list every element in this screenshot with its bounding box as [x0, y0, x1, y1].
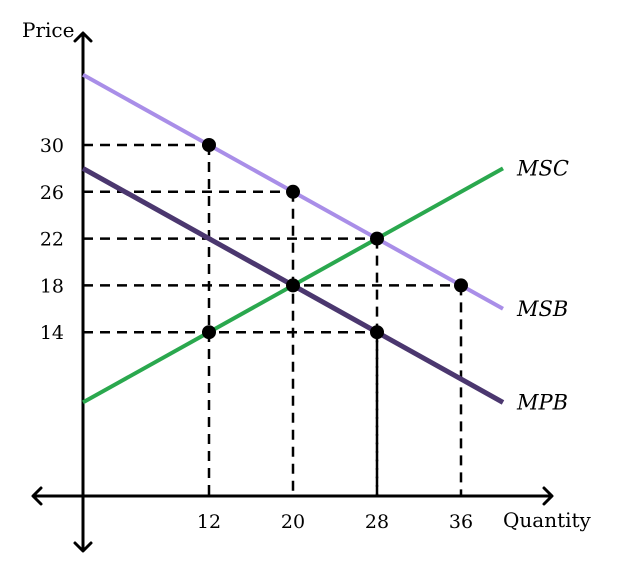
- x-tick-label: 36: [449, 511, 473, 533]
- guide-lines: [83, 143, 463, 496]
- data-point-0: [202, 138, 216, 152]
- x-tick-label: 28: [365, 511, 389, 533]
- series-label-msc: MSC: [516, 156, 569, 180]
- series-label-mpb: MPB: [516, 390, 568, 414]
- y-tick-label: 30: [40, 135, 64, 157]
- axes: [31, 31, 554, 553]
- y-tick-label: 14: [40, 322, 64, 344]
- data-points: [202, 138, 468, 340]
- x-axis-left-arrow: [31, 486, 43, 506]
- x-axis-title: Quantity: [503, 508, 592, 532]
- data-point-2: [370, 231, 384, 246]
- x-axis-right-arrow: [542, 486, 554, 506]
- y-tick-label: 26: [40, 182, 64, 204]
- data-point-1: [286, 184, 300, 199]
- y-axis-title: Price: [22, 18, 74, 42]
- data-point-4: [286, 278, 300, 293]
- data-point-5: [202, 325, 216, 340]
- y-axis-bottom-arrow: [73, 541, 93, 553]
- labels: Price Quantity 12 20 28 36 14 18 22 26 30 MSC MSB M…: [22, 18, 592, 533]
- y-tick-label: 18: [40, 275, 64, 297]
- y-axis-top-arrow: [73, 31, 93, 43]
- series-label-msb: MSB: [516, 297, 568, 321]
- x-tick-label: 20: [281, 511, 305, 533]
- x-tick-label: 12: [197, 511, 221, 533]
- data-point-6: [370, 325, 384, 340]
- data-point-3: [454, 278, 468, 293]
- y-tick-label: 22: [40, 229, 64, 251]
